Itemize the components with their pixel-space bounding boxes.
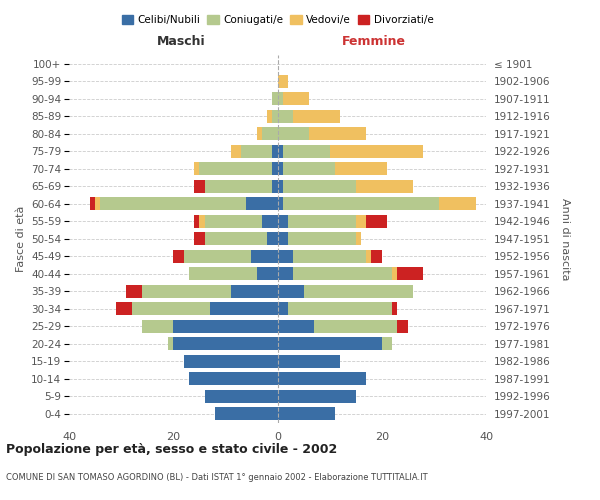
Bar bbox=[288, 214, 356, 228]
Bar bbox=[127, 284, 142, 298]
Bar bbox=[199, 162, 272, 175]
Y-axis label: Fasce di età: Fasce di età bbox=[16, 206, 26, 272]
Bar bbox=[283, 162, 335, 175]
Bar bbox=[272, 144, 277, 158]
Bar bbox=[100, 197, 246, 210]
Bar bbox=[293, 250, 366, 263]
Text: Femmine: Femmine bbox=[341, 34, 406, 48]
Bar bbox=[277, 92, 283, 106]
Y-axis label: Anni di nascita: Anni di nascita bbox=[560, 198, 570, 280]
Bar bbox=[397, 320, 408, 333]
Bar bbox=[277, 110, 293, 123]
Bar bbox=[230, 144, 241, 158]
Text: Maschi: Maschi bbox=[157, 34, 206, 48]
Bar bbox=[356, 214, 366, 228]
Bar bbox=[173, 320, 277, 333]
Bar bbox=[184, 354, 277, 368]
Bar bbox=[366, 250, 371, 263]
Bar bbox=[215, 407, 277, 420]
Bar bbox=[277, 407, 335, 420]
Bar bbox=[199, 214, 205, 228]
Bar bbox=[277, 232, 288, 245]
Bar bbox=[116, 302, 131, 316]
Bar bbox=[257, 267, 277, 280]
Bar bbox=[277, 390, 356, 403]
Bar bbox=[205, 232, 267, 245]
Bar bbox=[283, 92, 309, 106]
Bar bbox=[267, 232, 277, 245]
Bar bbox=[277, 144, 283, 158]
Bar bbox=[272, 92, 277, 106]
Bar bbox=[392, 267, 397, 280]
Bar bbox=[205, 180, 272, 193]
Legend: Celibi/Nubili, Coniugati/e, Vedovi/e, Divorziati/e: Celibi/Nubili, Coniugati/e, Vedovi/e, Di… bbox=[118, 11, 437, 30]
Bar bbox=[356, 180, 413, 193]
Bar bbox=[314, 320, 397, 333]
Text: Popolazione per età, sesso e stato civile - 2002: Popolazione per età, sesso e stato civil… bbox=[6, 442, 337, 456]
Bar bbox=[168, 337, 173, 350]
Bar bbox=[382, 337, 392, 350]
Bar bbox=[277, 127, 309, 140]
Bar bbox=[392, 302, 397, 316]
Bar bbox=[142, 284, 230, 298]
Bar bbox=[309, 127, 366, 140]
Bar bbox=[95, 197, 100, 210]
Bar bbox=[189, 372, 277, 386]
Bar bbox=[277, 302, 288, 316]
Bar bbox=[288, 302, 392, 316]
Bar bbox=[272, 162, 277, 175]
Bar bbox=[272, 110, 277, 123]
Bar bbox=[184, 250, 251, 263]
Bar bbox=[356, 232, 361, 245]
Bar bbox=[210, 302, 277, 316]
Bar bbox=[335, 162, 387, 175]
Bar bbox=[293, 110, 340, 123]
Bar bbox=[142, 320, 173, 333]
Bar bbox=[371, 250, 382, 263]
Bar bbox=[246, 197, 277, 210]
Bar bbox=[194, 180, 205, 193]
Bar bbox=[288, 232, 356, 245]
Bar bbox=[304, 284, 413, 298]
Bar bbox=[194, 214, 199, 228]
Bar bbox=[194, 232, 205, 245]
Bar bbox=[205, 214, 262, 228]
Text: COMUNE DI SAN TOMASO AGORDINO (BL) - Dati ISTAT 1° gennaio 2002 - Elaborazione T: COMUNE DI SAN TOMASO AGORDINO (BL) - Dat… bbox=[6, 472, 428, 482]
Bar bbox=[277, 320, 314, 333]
Bar bbox=[293, 267, 392, 280]
Bar bbox=[205, 390, 277, 403]
Bar bbox=[397, 267, 424, 280]
Bar bbox=[277, 180, 283, 193]
Bar bbox=[277, 354, 340, 368]
Bar bbox=[262, 214, 277, 228]
Bar bbox=[277, 267, 293, 280]
Bar bbox=[439, 197, 476, 210]
Bar bbox=[277, 250, 293, 263]
Bar bbox=[277, 372, 366, 386]
Bar bbox=[277, 284, 304, 298]
Bar bbox=[194, 162, 199, 175]
Bar bbox=[267, 110, 272, 123]
Bar bbox=[277, 74, 288, 88]
Bar bbox=[189, 267, 257, 280]
Bar bbox=[283, 180, 356, 193]
Bar bbox=[329, 144, 424, 158]
Bar bbox=[277, 214, 288, 228]
Bar bbox=[277, 197, 283, 210]
Bar bbox=[277, 337, 382, 350]
Bar bbox=[257, 127, 262, 140]
Bar bbox=[173, 337, 277, 350]
Bar bbox=[230, 284, 277, 298]
Bar bbox=[277, 162, 283, 175]
Bar bbox=[251, 250, 277, 263]
Bar bbox=[272, 180, 277, 193]
Bar bbox=[366, 214, 387, 228]
Bar bbox=[173, 250, 184, 263]
Bar bbox=[90, 197, 95, 210]
Bar bbox=[241, 144, 272, 158]
Bar bbox=[262, 127, 277, 140]
Bar bbox=[131, 302, 210, 316]
Bar bbox=[283, 197, 439, 210]
Bar bbox=[283, 144, 329, 158]
